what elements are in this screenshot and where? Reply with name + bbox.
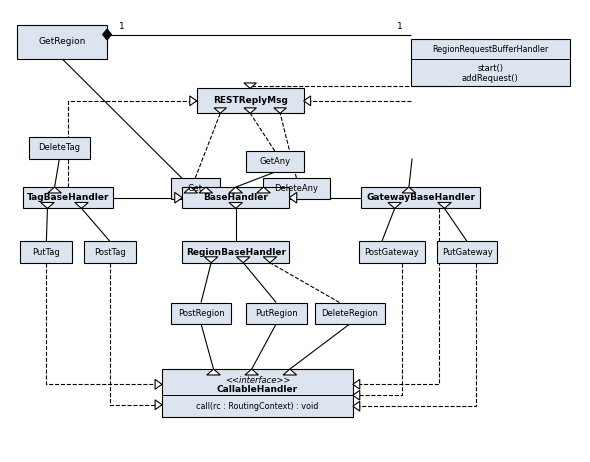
Polygon shape xyxy=(438,202,451,208)
Text: PostRegion: PostRegion xyxy=(178,309,224,318)
FancyBboxPatch shape xyxy=(246,303,307,324)
Polygon shape xyxy=(274,108,286,113)
FancyBboxPatch shape xyxy=(171,303,231,324)
Text: RESTReplyMsg: RESTReplyMsg xyxy=(213,97,288,105)
FancyBboxPatch shape xyxy=(359,242,425,263)
FancyBboxPatch shape xyxy=(362,187,480,208)
Polygon shape xyxy=(263,257,277,263)
Polygon shape xyxy=(48,187,61,193)
Text: Get: Get xyxy=(188,184,203,193)
Polygon shape xyxy=(204,257,218,263)
Polygon shape xyxy=(175,193,182,203)
Text: PostGateway: PostGateway xyxy=(365,248,419,256)
Polygon shape xyxy=(199,187,212,193)
Polygon shape xyxy=(214,108,227,113)
Text: addRequest(): addRequest() xyxy=(462,74,519,83)
Text: GetAny: GetAny xyxy=(259,157,290,166)
Polygon shape xyxy=(237,257,250,263)
Polygon shape xyxy=(190,96,196,106)
FancyBboxPatch shape xyxy=(196,88,304,113)
Text: PutTag: PutTag xyxy=(32,248,60,256)
FancyBboxPatch shape xyxy=(182,187,289,208)
Polygon shape xyxy=(41,202,54,208)
Polygon shape xyxy=(245,369,258,375)
Polygon shape xyxy=(402,187,416,193)
Text: RegionRequestBufferHandler: RegionRequestBufferHandler xyxy=(432,44,548,54)
Polygon shape xyxy=(283,369,297,375)
Text: DeleteRegion: DeleteRegion xyxy=(322,309,378,318)
Polygon shape xyxy=(388,202,401,208)
Text: 1: 1 xyxy=(119,22,124,31)
Text: DeleteAny: DeleteAny xyxy=(274,184,319,193)
FancyBboxPatch shape xyxy=(263,178,330,199)
FancyBboxPatch shape xyxy=(182,242,289,263)
Text: <<interface>>: <<interface>> xyxy=(225,377,290,385)
Polygon shape xyxy=(155,379,162,389)
Polygon shape xyxy=(229,202,242,208)
Polygon shape xyxy=(353,390,360,400)
Text: GetRegion: GetRegion xyxy=(38,37,86,47)
Text: PutRegion: PutRegion xyxy=(255,309,297,318)
FancyBboxPatch shape xyxy=(29,137,90,158)
Text: TagBaseHandler: TagBaseHandler xyxy=(27,193,109,202)
Polygon shape xyxy=(353,379,360,389)
Polygon shape xyxy=(229,187,242,193)
FancyBboxPatch shape xyxy=(171,178,220,199)
Text: CallableHandler: CallableHandler xyxy=(217,385,298,394)
Text: start(): start() xyxy=(477,64,503,73)
Text: PutGateway: PutGateway xyxy=(442,248,493,256)
Polygon shape xyxy=(289,193,297,203)
FancyBboxPatch shape xyxy=(162,369,353,417)
Polygon shape xyxy=(206,369,220,375)
Text: BaseHandler: BaseHandler xyxy=(204,193,268,202)
Polygon shape xyxy=(257,187,270,193)
Text: GatewayBaseHandler: GatewayBaseHandler xyxy=(366,193,476,202)
Polygon shape xyxy=(353,401,360,411)
FancyBboxPatch shape xyxy=(437,242,497,263)
Text: RegionBaseHandler: RegionBaseHandler xyxy=(186,248,286,256)
Text: PostTag: PostTag xyxy=(94,248,126,256)
FancyBboxPatch shape xyxy=(411,39,569,86)
Text: DeleteTag: DeleteTag xyxy=(38,143,80,152)
Polygon shape xyxy=(244,108,257,113)
FancyBboxPatch shape xyxy=(246,151,304,172)
FancyBboxPatch shape xyxy=(23,187,113,208)
Polygon shape xyxy=(244,83,257,88)
Text: call(rc : RoutingContext) : void: call(rc : RoutingContext) : void xyxy=(196,401,319,411)
FancyBboxPatch shape xyxy=(20,242,73,263)
Text: 1: 1 xyxy=(397,22,403,31)
Polygon shape xyxy=(103,29,112,40)
FancyBboxPatch shape xyxy=(84,242,136,263)
Polygon shape xyxy=(155,400,162,410)
FancyBboxPatch shape xyxy=(18,25,107,59)
Polygon shape xyxy=(75,202,88,208)
Polygon shape xyxy=(184,187,198,193)
FancyBboxPatch shape xyxy=(315,303,385,324)
Polygon shape xyxy=(304,96,310,106)
